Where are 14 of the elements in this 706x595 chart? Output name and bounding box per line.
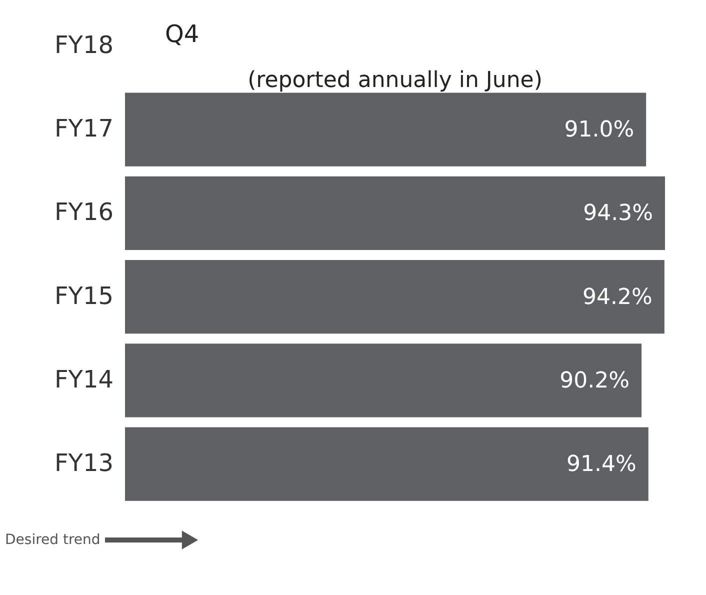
annotation: Q4: [165, 20, 200, 48]
data-label: 94.3%: [583, 201, 653, 226]
text: Desired trend: [5, 532, 100, 548]
y-tick-label: FY18: [54, 30, 114, 59]
y-tick-label: FY16: [54, 198, 114, 226]
y-tick-label: FY17: [54, 114, 114, 143]
data-label: 90.2%: [560, 368, 630, 394]
data-label: 94.2%: [582, 284, 652, 310]
data-label: 91.0%: [564, 118, 634, 143]
y-tick-label: FY14: [54, 365, 114, 394]
annotation: (reported annually in June): [248, 68, 542, 93]
y-tick-label: FY13: [54, 449, 114, 478]
y-tick-label: FY15: [54, 282, 114, 310]
data-label: 91.4%: [566, 452, 636, 478]
